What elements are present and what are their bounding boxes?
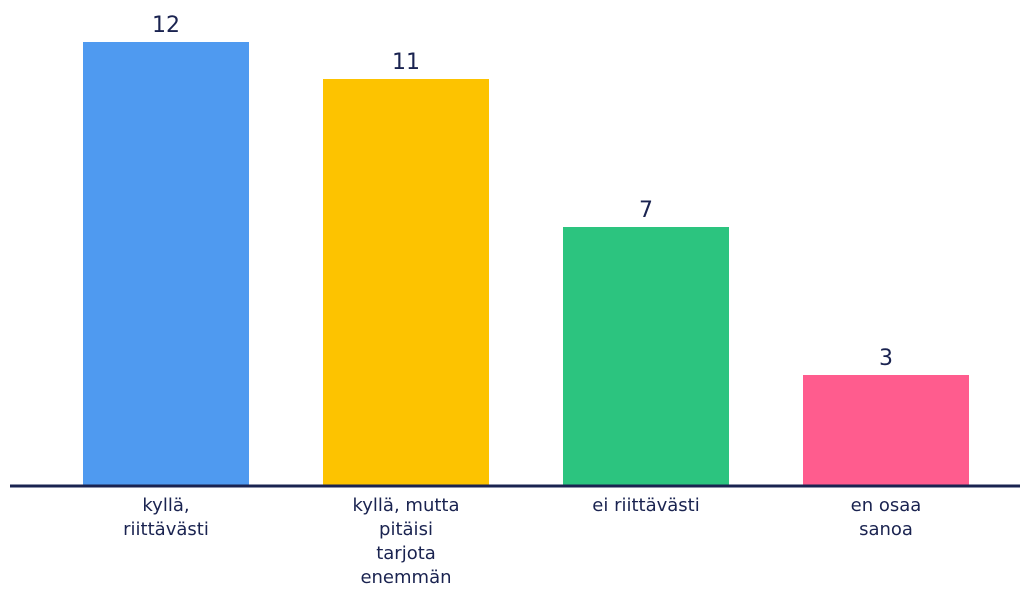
bar xyxy=(323,79,489,486)
value-label: 12 xyxy=(152,13,180,38)
bar xyxy=(803,375,969,486)
bar xyxy=(83,42,249,486)
bar xyxy=(563,227,729,486)
value-label: 11 xyxy=(392,50,420,75)
x-tick-label: kyllä, riittävästi xyxy=(123,495,209,540)
value-label: 3 xyxy=(879,346,893,371)
value-label: 7 xyxy=(639,198,653,223)
x-tick-label: kyllä, mutta pitäisi tarjota enemmän xyxy=(352,495,460,588)
x-tick-label: en osaa sanoa xyxy=(850,495,922,540)
x-tick-label: ei riittävästi xyxy=(592,495,700,516)
